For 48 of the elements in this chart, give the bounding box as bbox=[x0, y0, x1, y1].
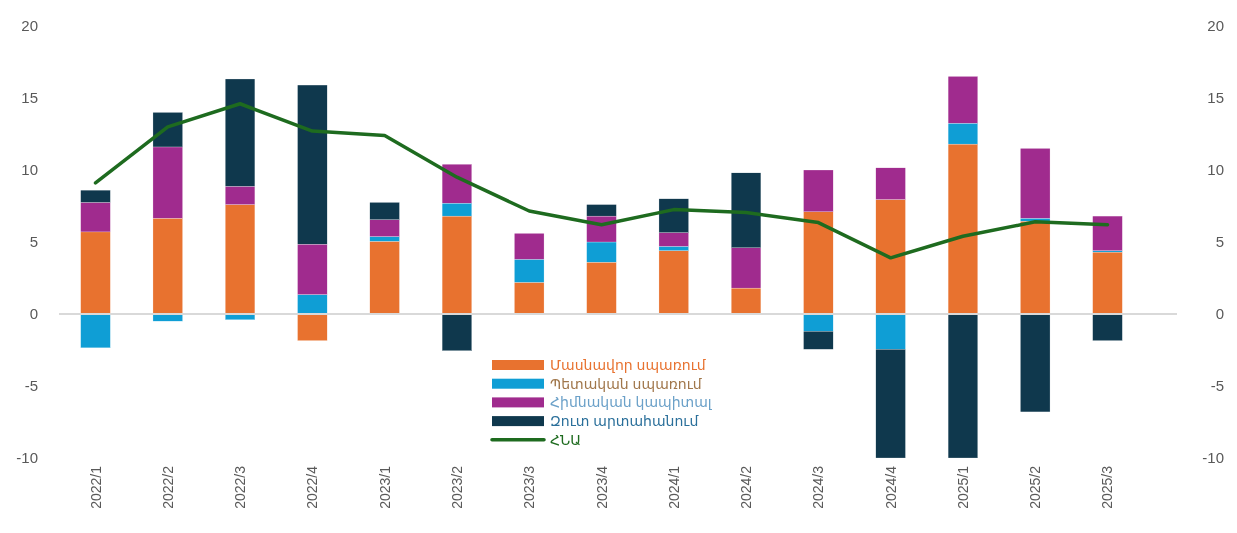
x-tick-label: 2025/1 bbox=[954, 465, 971, 509]
bar bbox=[152, 313, 183, 322]
bar bbox=[658, 250, 689, 315]
y-tick-label: 5 bbox=[29, 233, 38, 251]
bar bbox=[441, 313, 472, 351]
y-tick-label: 20 bbox=[21, 17, 38, 35]
legend-label: Պետական սպառում bbox=[550, 375, 703, 392]
bar bbox=[1020, 313, 1051, 413]
bar bbox=[80, 313, 111, 348]
legend-label: Մասնավոր սպառում bbox=[550, 356, 707, 373]
x-tick-label: 2024/1 bbox=[665, 465, 682, 509]
y-tick-label: 10 bbox=[21, 161, 38, 179]
x-tick-label: 2024/4 bbox=[882, 465, 899, 509]
bar bbox=[297, 313, 328, 341]
x-tick-label: 2023/1 bbox=[376, 465, 393, 509]
legend-label: Հիմնական կապիտալ bbox=[550, 394, 713, 411]
x-tick-label: 2024/2 bbox=[738, 465, 755, 509]
x-tick-label: 2022/1 bbox=[87, 465, 104, 509]
bar bbox=[369, 241, 400, 315]
y-tick-label: -10 bbox=[16, 449, 38, 467]
bar bbox=[947, 313, 978, 459]
bar bbox=[1092, 313, 1123, 341]
bar bbox=[1092, 215, 1123, 251]
x-tick-label: 2022/2 bbox=[159, 465, 176, 509]
x-tick-label: 2024/3 bbox=[810, 465, 827, 509]
y2-tick-label: -5 bbox=[1210, 377, 1224, 395]
y2-tick-label: 5 bbox=[1215, 233, 1224, 251]
x-tick-label: 2025/2 bbox=[1027, 465, 1044, 509]
y2-tick-label: 10 bbox=[1207, 161, 1224, 179]
y2-tick-label: 20 bbox=[1207, 17, 1224, 35]
x-tick-label: 2023/3 bbox=[521, 465, 538, 509]
y2-tick-label: 0 bbox=[1215, 305, 1224, 323]
line-series bbox=[93, 102, 1110, 260]
legend-label: ՀՆԱ bbox=[550, 431, 581, 448]
bar bbox=[1092, 251, 1123, 315]
x-tick-label: 2022/3 bbox=[232, 465, 249, 509]
y-tick-label: -5 bbox=[24, 377, 38, 395]
bar bbox=[1020, 148, 1051, 219]
x-tick-label: 2023/2 bbox=[448, 465, 465, 509]
y2-tick-label: 15 bbox=[1207, 89, 1224, 107]
legend-label: Զուտ արտահանում bbox=[550, 413, 700, 429]
y-tick-label: 15 bbox=[21, 89, 38, 107]
y2-tick-label: -10 bbox=[1202, 449, 1224, 467]
y-tick-label: 0 bbox=[29, 305, 38, 323]
x-tick-label: 2023/4 bbox=[593, 465, 610, 509]
x-tick-label: 2022/4 bbox=[304, 465, 321, 509]
bar bbox=[1020, 220, 1051, 315]
x-tick-label: 2025/3 bbox=[1099, 465, 1116, 509]
